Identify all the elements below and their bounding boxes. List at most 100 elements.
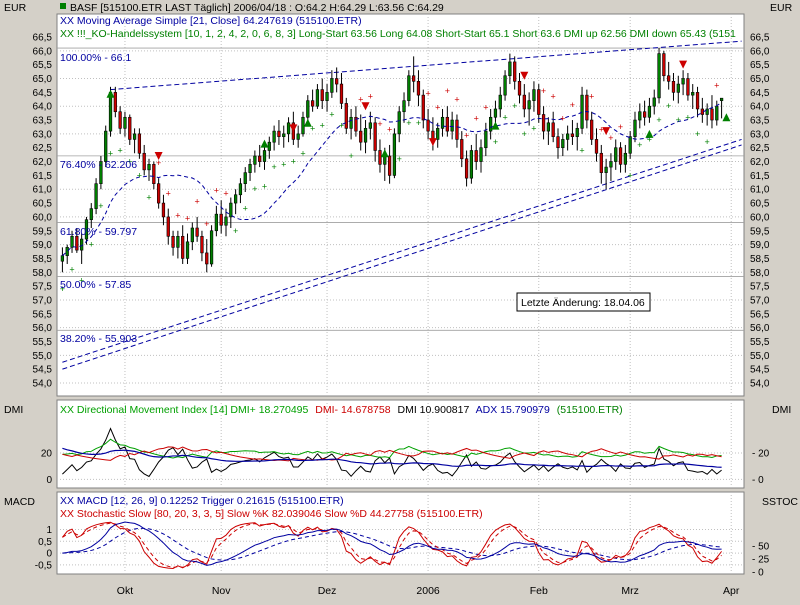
stop-marker: + <box>397 154 402 164</box>
price-tick-label-right: 55,0 <box>750 351 770 362</box>
candle-body <box>710 108 714 121</box>
candle-body <box>513 61 517 82</box>
dmi-legend-plus: XX Directional Movement Index [14] DMI+ … <box>60 404 309 416</box>
candle-body <box>152 164 156 185</box>
price-tick-label-left: 61,0 <box>33 185 53 196</box>
short-signal-arrow <box>361 102 370 111</box>
short-signal-arrow <box>520 71 529 80</box>
candle-body <box>296 133 300 140</box>
candle-body <box>286 122 291 135</box>
stop-marker: + <box>512 101 517 111</box>
stop-marker: + <box>579 145 584 155</box>
price-tick-label-left: 57,0 <box>33 295 53 306</box>
candle-body <box>253 155 257 165</box>
long-signal-arrow <box>380 149 389 158</box>
candle-body <box>219 213 223 226</box>
price-tick-label-left: 54,0 <box>33 379 53 390</box>
currency-label-right: EUR <box>770 2 793 14</box>
candle-body <box>570 133 575 137</box>
stop-marker: + <box>300 148 305 158</box>
stop-marker: + <box>464 130 469 140</box>
candle-body <box>306 100 310 118</box>
stop-marker: + <box>676 115 681 125</box>
long-signal-arrow <box>303 118 312 127</box>
candle-body <box>489 116 493 132</box>
candle-body <box>262 150 267 162</box>
candle-body <box>440 116 445 129</box>
candle-body <box>671 80 676 93</box>
candle-body <box>556 136 560 149</box>
stop-marker: + <box>541 86 546 96</box>
candle-body <box>532 89 536 101</box>
candle-body <box>599 152 603 173</box>
candle-body <box>248 164 252 173</box>
candle-body <box>412 75 416 82</box>
price-tick-label-right: 56,0 <box>750 323 770 334</box>
candle-body <box>161 202 166 218</box>
candle-body <box>402 100 406 113</box>
price-tick-label-left: 59,0 <box>33 240 53 251</box>
price-tick-label-left: 61,5 <box>33 171 53 182</box>
ko-legend: XX !!!_KO-Handelssystem [10, 1, 2, 4, 2,… <box>60 28 736 40</box>
stop-marker: + <box>166 188 171 198</box>
stop-marker: + <box>454 94 459 104</box>
note-box <box>516 292 651 312</box>
candle-body <box>99 161 103 185</box>
candle-body <box>383 155 387 165</box>
candle-body <box>224 216 228 226</box>
ma-legend: XX Moving Average Simple [21, Close] 64.… <box>60 15 362 27</box>
stop-marker: + <box>416 118 421 128</box>
short-signal-arrow <box>428 138 437 147</box>
price-tick-label-right: 65,5 <box>750 60 770 71</box>
price-tick-label-right: 54,5 <box>750 365 770 376</box>
candle-body <box>676 83 680 93</box>
x-tick-label: Feb <box>530 585 548 597</box>
dmi-plus-line <box>62 438 722 459</box>
price-tick-label-right: 58,0 <box>750 268 770 279</box>
candle-body <box>681 78 685 85</box>
fib-label-100: 100.00% - 66.1 <box>60 52 131 64</box>
price-tick-label-left: 65,5 <box>33 60 53 71</box>
dmi-legend-dmi: DMI 10.900817 <box>398 404 470 416</box>
price-tick-label-left: 66,5 <box>33 33 53 44</box>
price-tick-label-right: 62,0 <box>750 157 770 168</box>
candle-body <box>484 130 488 149</box>
candle-body <box>662 53 666 77</box>
stop-marker: + <box>118 145 123 155</box>
adx-line <box>62 447 722 468</box>
candle-body <box>132 133 137 140</box>
stop-marker: + <box>502 112 507 122</box>
candle-body <box>508 61 512 77</box>
stop-marker: + <box>310 123 315 133</box>
price-tick-label-left: 65,0 <box>33 74 53 85</box>
x-tick-label: Dez <box>318 585 337 597</box>
price-tick-label-left: 56,5 <box>33 309 53 320</box>
candle-body <box>185 241 190 259</box>
price-tick-label-right: 56,5 <box>750 309 770 320</box>
price-tick-label-left: 56,0 <box>33 323 53 334</box>
stop-marker: + <box>656 115 661 125</box>
stop-marker: + <box>445 86 450 96</box>
candle-body <box>691 92 695 96</box>
candle-body <box>667 75 671 82</box>
candle-body <box>527 100 531 110</box>
price-tick-label-right: 55,5 <box>750 337 770 348</box>
candle-body <box>479 147 483 162</box>
candle-body <box>436 128 440 140</box>
candle-body <box>387 155 392 176</box>
price-tick-label-left: 55,0 <box>33 351 53 362</box>
stop-marker: + <box>89 240 94 250</box>
stop-marker: + <box>243 204 248 214</box>
candle-body <box>205 252 209 265</box>
candle-body <box>128 116 132 140</box>
candle-body <box>638 111 642 121</box>
trend-line <box>110 40 742 91</box>
price-tick-label-left: 62,0 <box>33 157 53 168</box>
candle-body <box>537 89 541 115</box>
candle-body <box>460 139 464 160</box>
candle-body <box>623 152 627 165</box>
note-text: Letzte Änderung: 18.04.06 <box>521 297 645 309</box>
candle-body <box>142 152 146 171</box>
